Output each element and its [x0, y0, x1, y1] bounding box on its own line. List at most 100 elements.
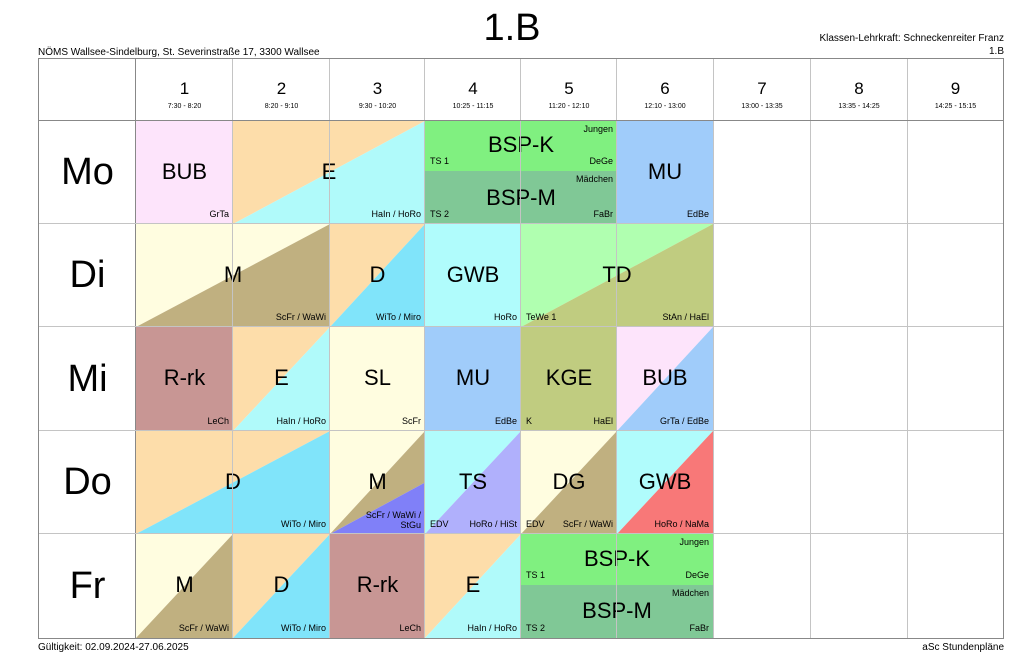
period-header-5: 5 11:20 - 12:10 — [521, 59, 617, 121]
lesson-subject: BUB — [161, 159, 208, 184]
lesson-mo-4-5-bsp-m[interactable]: Mädchen BSP-M TS 2 FaBr — [425, 171, 617, 224]
lesson-subject: D — [136, 469, 330, 495]
lesson-teacher: WiTo / Miro — [281, 623, 326, 633]
lesson-subject: BSP-K — [487, 132, 555, 157]
lesson-teacher: HaIn / HoRo — [371, 209, 421, 219]
grid-line — [329, 59, 330, 638]
lesson-do-1-2-d[interactable]: D WiTo / Miro — [136, 431, 330, 534]
lesson-subject: TS — [458, 469, 488, 494]
lesson-fr-4-e[interactable]: E HaIn / HoRo — [425, 534, 521, 638]
lesson-mi-6-bub[interactable]: BUB GrTa / EdBe — [617, 327, 713, 431]
lesson-teacher: ScFr / WaWi — [178, 623, 229, 633]
lesson-teacher-cont: StGu — [400, 520, 421, 530]
lesson-subject: GWB — [638, 469, 692, 494]
lesson-mo-6-mu[interactable]: MU EdBe — [617, 121, 713, 224]
grid-line — [39, 120, 1003, 121]
lesson-subject: R-rk — [356, 572, 399, 597]
lesson-group: EDV — [430, 519, 449, 529]
period-header-8: 8 13:35 - 14:25 — [811, 59, 907, 121]
lesson-mi-3-sl[interactable]: SL ScFr — [330, 327, 425, 431]
lesson-teacher: DeGe — [685, 570, 709, 580]
lesson-do-3-m[interactable]: M ScFr / WaWi / StGu — [330, 431, 425, 534]
lesson-do-4-ts[interactable]: TS EDV HoRo / HiSt — [425, 431, 521, 534]
validity-period: Gültigkeit: 02.09.2024-27.06.2025 — [38, 642, 189, 653]
lesson-teacher: ScFr / WaWi / — [365, 510, 421, 520]
lesson-group: TS 2 — [430, 209, 450, 219]
grid-line — [135, 59, 136, 638]
period-time: 10:25 - 11:15 — [452, 103, 494, 110]
period-header-7: 7 13:00 - 13:35 — [714, 59, 810, 121]
lesson-teacher: HaIn / HoRo — [467, 623, 517, 633]
lesson-subject: GWB — [446, 262, 500, 287]
lesson-subject: KGE — [545, 365, 593, 390]
period-time: 11:20 - 12:10 — [548, 103, 590, 110]
school-address: NÖMS Wallsee-Sindelburg, St. Severinstra… — [38, 47, 320, 58]
period-number: 5 — [564, 79, 574, 98]
grid-line — [713, 59, 714, 638]
lesson-do-5-dg[interactable]: DG EDV ScFr / WaWi — [521, 431, 617, 534]
day-label-do: Do — [63, 461, 112, 503]
lesson-subject: E — [274, 365, 289, 390]
lesson-di-1-2-m[interactable]: M ScFr / WaWi — [136, 224, 330, 327]
lesson-fr-2-d[interactable]: D WiTo / Miro — [233, 534, 330, 638]
lesson-di-4-gwb[interactable]: GWB HoRo — [425, 224, 521, 327]
class-title: 1.B — [483, 7, 541, 49]
lesson-subject: BSP-K — [583, 546, 651, 571]
lesson-mo-4-5-bsp-k[interactable]: Jungen BSP-K TS 1 DeGe — [425, 121, 617, 171]
lesson-group: TeWe 1 — [526, 312, 557, 322]
lesson-teacher: HaEl — [593, 416, 613, 426]
lesson-teacher: HoRo — [493, 312, 517, 322]
lesson-fr-3-r-rk[interactable]: R-rk LeCh — [330, 534, 425, 638]
lesson-subject: M — [175, 572, 194, 597]
lesson-teacher: LeCh — [399, 623, 421, 633]
lesson-mo-1-bub[interactable]: BUB GrTa — [136, 121, 233, 224]
lesson-fr-5-6-bsp-k[interactable]: Jungen BSP-K TS 1 DeGe — [521, 534, 713, 585]
day-label-fr: Fr — [69, 565, 106, 607]
period-header-4: 4 10:25 - 11:15 — [425, 59, 521, 121]
period-header-6: 6 12:10 - 13:00 — [617, 59, 713, 121]
lesson-teacher: GrTa — [209, 209, 229, 219]
lesson-teacher: EdBe — [494, 416, 517, 426]
lesson-subject: BSP-M — [486, 185, 556, 210]
period-number: 8 — [854, 79, 864, 98]
period-time: 14:25 - 15:15 — [934, 103, 977, 110]
lesson-teacher: ScFr — [402, 416, 421, 426]
period-number: 3 — [372, 79, 383, 98]
grid-line — [39, 430, 1003, 431]
period-time: 13:35 - 14:25 — [838, 103, 880, 110]
period-time: 12:10 - 13:00 — [644, 103, 686, 110]
lesson-mi-1-r-rk[interactable]: R-rk LeCh — [136, 327, 233, 431]
lesson-mi-5-kge[interactable]: KGE K HaEl — [521, 327, 617, 431]
grid-line — [520, 59, 521, 638]
class-short-label: 1.B — [988, 46, 1004, 57]
lesson-teacher: HoRo / HiSt — [469, 519, 517, 529]
day-label-mi: Mi — [67, 358, 108, 400]
lesson-teacher: DeGe — [589, 156, 613, 166]
day-label-di: Di — [69, 254, 106, 296]
lesson-group: K — [526, 416, 533, 426]
grid-line — [39, 326, 1003, 327]
class-teacher: Klassen-Lehrkraft: Schneckenreiter Franz — [819, 33, 1004, 44]
day-label-mo: Mo — [61, 151, 114, 193]
grid-line — [232, 59, 233, 638]
lesson-fr-1-m[interactable]: M ScFr / WaWi — [136, 534, 233, 638]
lesson-teacher: HaIn / HoRo — [276, 416, 326, 426]
grid-line — [39, 533, 1003, 534]
lesson-group: TS 1 — [430, 156, 450, 166]
lesson-group: TS 1 — [526, 570, 546, 580]
lesson-fr-5-6-bsp-m[interactable]: Mädchen BSP-M TS 2 FaBr — [521, 585, 713, 638]
lesson-teacher: EdBe — [686, 209, 709, 219]
lesson-di-3-d[interactable]: D WiTo / Miro — [330, 224, 425, 327]
lesson-group: TS 2 — [526, 623, 546, 633]
lesson-teacher: WiTo / Miro — [281, 519, 326, 529]
lesson-subject: DG — [552, 469, 586, 494]
lesson-subject: TD — [521, 262, 713, 288]
lesson-subject: M — [136, 262, 330, 288]
lesson-subject: BSP-M — [582, 598, 652, 623]
grid-line — [616, 59, 617, 638]
lesson-di-5-6-td[interactable]: TD TeWe 1 StAn / HaEl — [521, 224, 713, 327]
lesson-teacher: ScFr / WaWi — [275, 312, 326, 322]
lesson-mi-2-e[interactable]: E HaIn / HoRo — [233, 327, 330, 431]
lesson-do-6-gwb[interactable]: GWB HoRo / NaMa — [617, 431, 713, 534]
lesson-mi-4-mu[interactable]: MU EdBe — [425, 327, 521, 431]
